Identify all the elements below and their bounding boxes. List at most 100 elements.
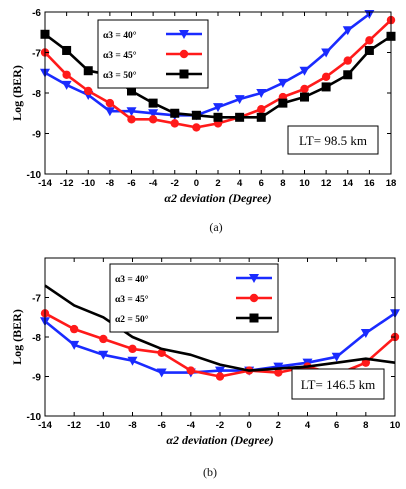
data-point [186,366,196,375]
x-tick-label: 2 [276,420,281,431]
data-point [156,368,167,378]
series-line-3 [44,284,396,372]
data-point [274,368,283,377]
data-point [300,92,309,102]
data-point [127,356,138,366]
data-point [343,56,352,65]
data-point [215,372,225,381]
caption-a: (a) [209,220,223,234]
data-point [342,26,353,36]
data-point [61,80,72,90]
data-point [213,112,223,122]
data-point [62,45,72,55]
y-tick-label: -6 [32,8,41,19]
x-axis-label: α2 deviation (Degree) [164,191,271,205]
annotation-text: LT= 98.5 km [299,133,367,148]
data-point [170,119,179,128]
data-point [69,324,79,334]
x-tick-label: 10 [299,178,310,189]
data-point [148,98,158,108]
data-point [69,340,80,350]
data-point [157,348,166,357]
data-point [148,115,158,124]
legend-marker [249,274,259,283]
x-tick-label: -12 [67,420,81,431]
data-point [170,108,180,118]
legend-label: α3 = 40° [115,274,149,285]
y-tick-label: -8 [32,89,41,100]
chart-a: -14 -12 -10 -8 -6 -4 -2 0 2 4 6 8 10 12 14 16 18 -10 -9 -8 -… [10,8,396,205]
x-tick-label: 6 [259,178,264,189]
x-tick-label: -2 [171,178,179,189]
x-tick-label: -6 [127,178,135,189]
data-point [331,352,342,362]
y-tick-label: -7 [32,49,41,60]
y-axis-label: Log (BER) [10,65,24,121]
x-tick-label: -8 [128,420,136,431]
legend-label: α3 = 50° [103,70,137,81]
x-tick-label: -14 [38,178,52,189]
x-tick-label: -8 [106,178,114,189]
data-point [361,358,371,367]
x-tick-label: 16 [364,178,375,189]
y-tick-label: -9 [32,130,41,141]
legend-label: α3 = 45° [103,50,137,61]
x-tick-label: 8 [280,178,285,189]
data-point [321,72,331,82]
x-tick-label: 10 [390,420,401,431]
legend-marker [179,69,189,79]
data-point [365,36,374,45]
data-point [62,70,71,79]
x-tick-label: 18 [386,178,397,189]
legend-marker [249,313,259,323]
data-point [321,48,332,58]
x-tick-label: -14 [38,420,52,431]
data-point [300,84,309,94]
y-tick-label: -8 [32,333,41,344]
y-axis-label: Log (BER) [10,309,24,365]
data-point [299,66,310,76]
y-tick-label: -10 [27,170,42,181]
data-point [235,112,245,122]
data-point [256,112,266,122]
data-point [192,123,201,132]
data-point [127,115,136,124]
data-point [148,109,159,119]
data-point [191,110,201,120]
x-tick-label: 14 [342,178,353,189]
data-point [213,103,223,113]
data-point [278,98,288,108]
chart-b: -14 -12 -10 -8 -6 -4 -2 0 2 4 6 8 10 -10 -9 -8 -7 α2 devi… [10,257,401,447]
caption-b: (b) [203,465,217,479]
series-line-1 [44,12,371,117]
y-tick-label: -7 [32,294,41,305]
annotation-box [291,368,385,400]
legend-label: α3 = 40° [103,30,137,41]
x-tick-label: 4 [305,420,311,431]
data-point [321,82,331,92]
data-point [98,350,109,360]
data-point [99,334,108,344]
x-tick-label: -12 [60,178,74,189]
x-tick-label: -10 [96,420,110,431]
data-point [360,329,371,339]
x-tick-label: 4 [237,178,243,189]
data-point [84,86,93,96]
x-tick-label: 12 [321,178,332,189]
legend-label: α3 = 45° [115,294,149,305]
data-point [273,362,284,372]
legend-marker [179,49,189,59]
data-point [105,98,115,108]
x-tick-label: -4 [187,420,196,431]
data-point [257,105,266,114]
annotation-box [287,125,379,155]
legend-label: α2 = 50° [115,314,149,325]
x-axis-label: α2 deviation (Degree) [166,433,273,447]
legend-marker [249,293,259,303]
data-point [104,107,115,117]
annotation-text: LT= 146.5 km [301,377,375,392]
y-tick-label: -10 [27,412,42,423]
x-tick-label: 6 [334,420,339,431]
x-tick-label: -10 [81,178,95,189]
